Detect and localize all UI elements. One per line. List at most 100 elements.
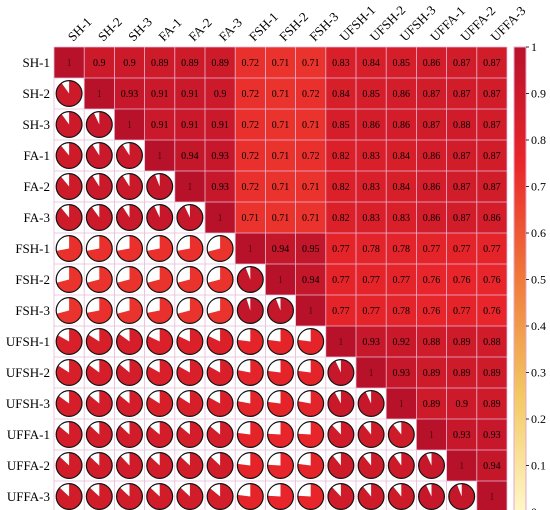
diagonal-label: 1 bbox=[338, 337, 343, 348]
pie-slice bbox=[237, 390, 264, 417]
pie-slice bbox=[177, 328, 203, 355]
heatmap-cell bbox=[476, 388, 507, 419]
pie-outline bbox=[146, 483, 174, 510]
heatmap-cell bbox=[416, 388, 447, 419]
pie-outline bbox=[267, 328, 295, 356]
cell-value: 0.77 bbox=[453, 244, 471, 255]
cell-value: 0.91 bbox=[181, 120, 199, 131]
heatmap-cell bbox=[325, 233, 356, 264]
cell-value: 0.86 bbox=[423, 213, 441, 224]
pie-outline bbox=[327, 359, 355, 387]
heatmap-cell bbox=[416, 78, 447, 109]
heatmap-cell bbox=[446, 233, 477, 264]
pie-outline bbox=[267, 483, 294, 510]
column-label: FSH-2 bbox=[276, 9, 311, 44]
cell-value: 0.72 bbox=[242, 58, 260, 69]
matrix-cells: 1 0.9 0.9 0.89 0.89 0.89 0.72 0.71 0.71 0.83 0.84 0… bbox=[54, 47, 507, 510]
heatmap-cell bbox=[114, 47, 145, 78]
cell-value: 0.87 bbox=[423, 120, 441, 131]
pie-outline bbox=[176, 235, 204, 263]
pie-slice bbox=[177, 390, 203, 417]
cell-value: 0.76 bbox=[453, 275, 471, 286]
heatmap-cell bbox=[356, 109, 387, 140]
pie-slice bbox=[267, 297, 294, 324]
pie-outline bbox=[206, 266, 234, 294]
heatmap-cell bbox=[325, 171, 356, 202]
heatmap-cell bbox=[265, 202, 296, 233]
pie-slice bbox=[207, 390, 234, 417]
cell-value: 0.93 bbox=[211, 182, 229, 193]
pie-outline bbox=[55, 359, 83, 387]
diagonal-label: 1 bbox=[187, 182, 192, 193]
pie-outline bbox=[297, 390, 325, 418]
heatmap-cell bbox=[205, 109, 236, 140]
heatmap-cell bbox=[144, 47, 175, 78]
pie-slice bbox=[86, 483, 113, 510]
pie-outline bbox=[297, 359, 325, 387]
pie-outline bbox=[116, 483, 143, 510]
cell-value: 0.86 bbox=[423, 151, 441, 162]
pie-slice bbox=[117, 297, 143, 324]
heatmap-cell bbox=[386, 109, 417, 140]
cell-value: 0.78 bbox=[393, 306, 411, 317]
pie-outline bbox=[236, 297, 264, 325]
cell-value: 0.9 bbox=[123, 58, 136, 69]
pie-outline bbox=[146, 390, 174, 418]
pie-slice bbox=[86, 173, 113, 200]
pie-slice bbox=[56, 390, 82, 417]
pie-slice bbox=[117, 266, 143, 293]
pie-outline bbox=[206, 390, 234, 418]
cell-value: 0.89 bbox=[483, 368, 501, 379]
pie-outline bbox=[206, 235, 234, 263]
pie-outline bbox=[85, 390, 113, 418]
heatmap-cell bbox=[416, 47, 447, 78]
pie-outline bbox=[55, 390, 83, 418]
pie-slice bbox=[56, 142, 83, 169]
pie-slice bbox=[328, 390, 354, 417]
pie-slice bbox=[56, 359, 83, 386]
heatmap-cell bbox=[356, 140, 387, 171]
cell-value: 0.72 bbox=[242, 182, 260, 193]
heatmap-cell bbox=[174, 171, 205, 202]
cell-value: 0.9 bbox=[455, 399, 468, 410]
pie-outline bbox=[206, 452, 234, 480]
pie-slice bbox=[116, 142, 143, 169]
pie-slice bbox=[358, 390, 385, 417]
heatmap-cell bbox=[325, 295, 356, 326]
heatmap-cell bbox=[386, 140, 417, 171]
row-label: SH-3 bbox=[23, 117, 50, 132]
cell-value: 0.86 bbox=[393, 89, 411, 100]
heatmap-cell bbox=[386, 47, 417, 78]
diagonal-label: 1 bbox=[97, 89, 102, 100]
colorbar-tick-label: 0.5 bbox=[531, 273, 546, 287]
pie-outline bbox=[55, 297, 83, 325]
cell-value: 0.77 bbox=[393, 275, 411, 286]
cell-value: 0.71 bbox=[272, 151, 290, 162]
pie-slice bbox=[177, 359, 203, 386]
cell-value: 0.91 bbox=[211, 120, 229, 131]
heatmap-cell bbox=[265, 47, 296, 78]
pie-slice bbox=[297, 421, 324, 448]
cell-value: 0.77 bbox=[362, 306, 380, 317]
pie-outline bbox=[85, 328, 113, 356]
pie-outline bbox=[357, 421, 385, 449]
pie-outline bbox=[327, 483, 355, 510]
heatmap-cell bbox=[476, 264, 507, 295]
heatmap-cell bbox=[356, 326, 387, 357]
pie-outline bbox=[206, 297, 234, 325]
pie-outline bbox=[327, 452, 355, 480]
heatmap-cell bbox=[205, 47, 236, 78]
pie-outline bbox=[55, 483, 83, 510]
heatmap-cell bbox=[174, 140, 205, 171]
heatmap-cell bbox=[446, 140, 477, 171]
pie-outline bbox=[55, 328, 83, 356]
heatmap-cell bbox=[476, 171, 507, 202]
diagonal-label: 1 bbox=[399, 399, 404, 410]
pie-slice bbox=[207, 266, 234, 293]
pie-outline bbox=[267, 390, 295, 418]
cell-value: 0.72 bbox=[242, 120, 260, 131]
cell-value: 0.89 bbox=[423, 399, 441, 410]
pie-slice bbox=[207, 328, 234, 355]
cell-value: 0.76 bbox=[483, 306, 501, 317]
cell-value: 0.72 bbox=[302, 151, 320, 162]
